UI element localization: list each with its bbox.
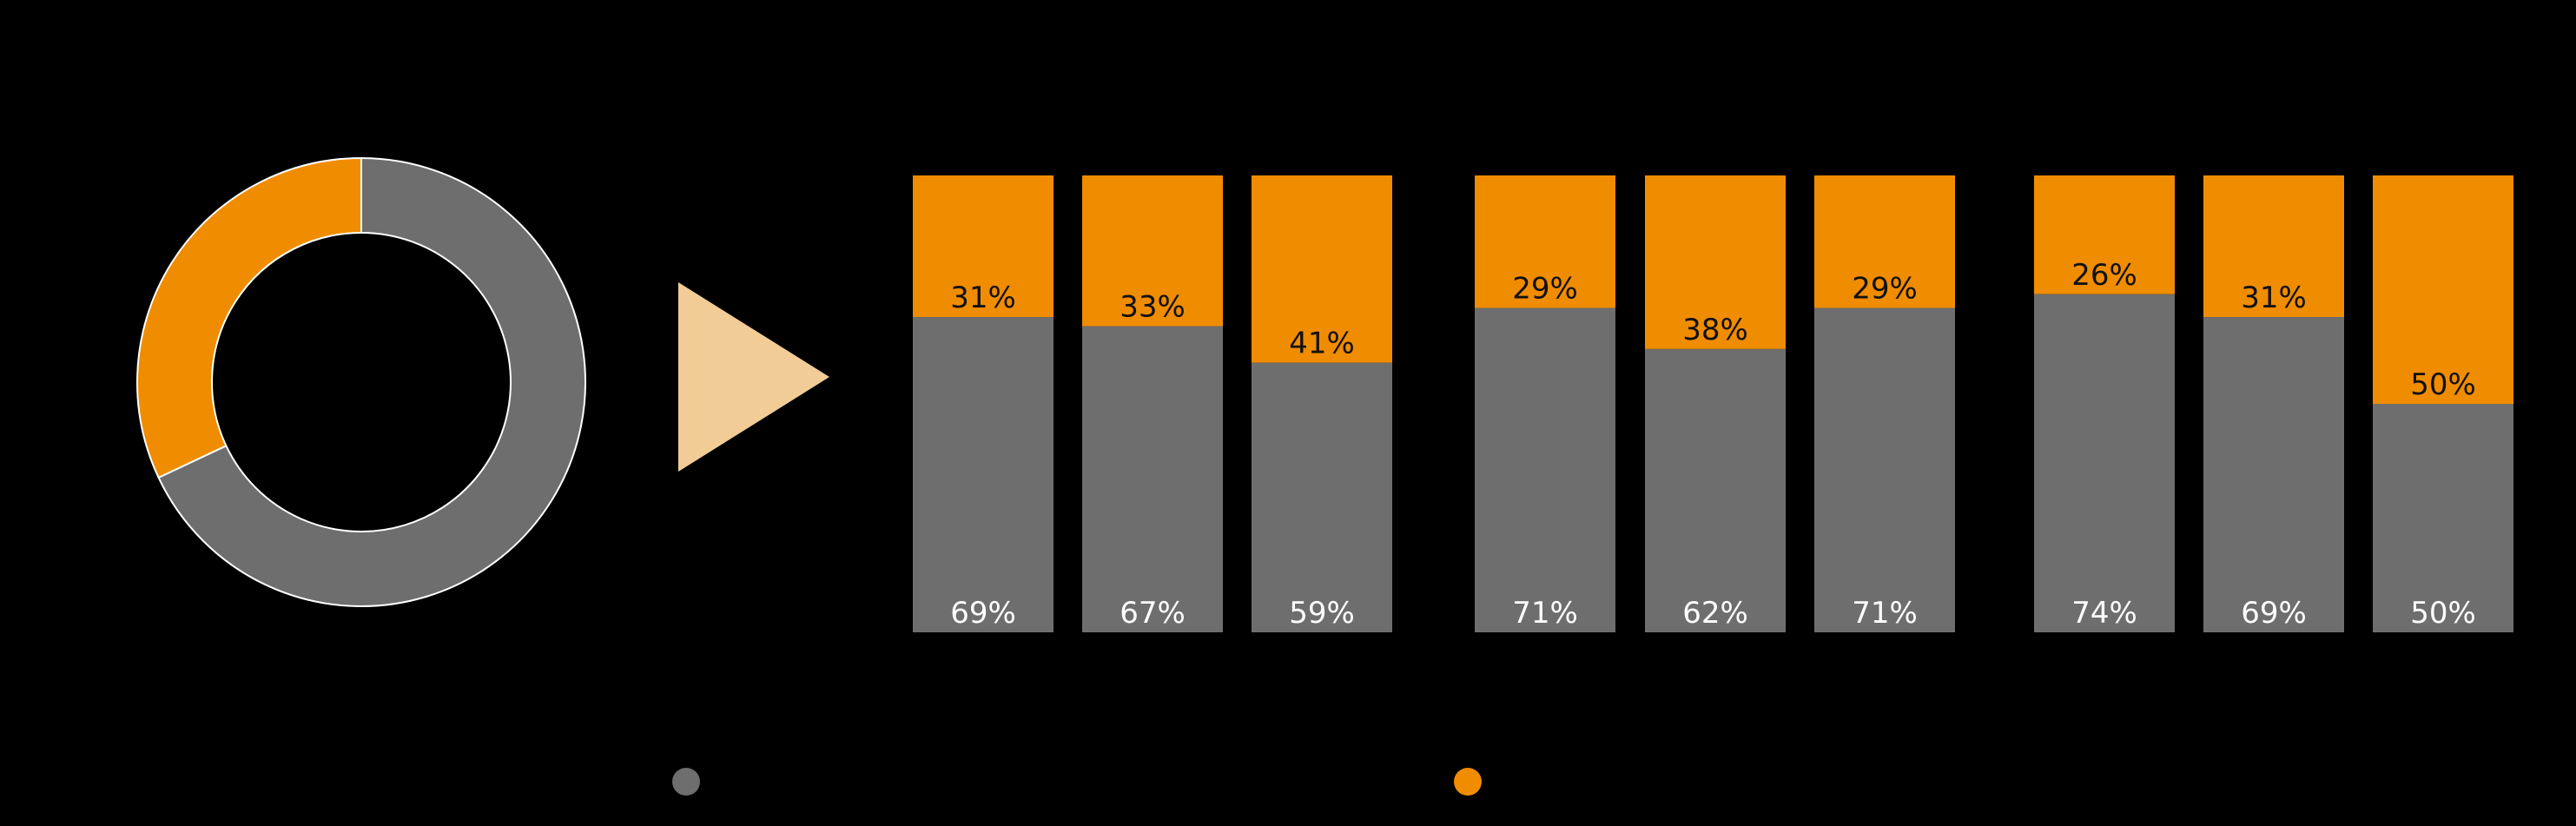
bar-label-gray: 67% (1120, 596, 1186, 631)
donut-slice-1 (136, 156, 362, 479)
bar-segment-gray (1475, 307, 1615, 632)
bar-6: 26% 74% (2034, 175, 2175, 632)
bar-segment-orange (1252, 175, 1392, 363)
bar-label-gray: 59% (1289, 596, 1355, 631)
bar-segment-gray (1814, 307, 1955, 632)
bar-7: 31% 69% (2203, 175, 2344, 632)
legend-marker-1 (1454, 768, 1482, 796)
bar-label-orange: 50% (2410, 367, 2476, 402)
bar-label-orange: 33% (1120, 290, 1186, 325)
bar-segment-gray (2203, 317, 2344, 632)
bar-segment-orange (1082, 175, 1223, 327)
bar-segment-orange (1475, 175, 1615, 308)
bar-segment-orange (2373, 175, 2513, 404)
bar-segment-orange (2034, 175, 2175, 294)
bar-label-gray: 74% (2071, 596, 2137, 631)
legend-marker-0 (672, 768, 700, 796)
arrow-triangle (678, 282, 829, 472)
bar-segment-gray (1645, 348, 1786, 632)
bar-segment-gray (1082, 326, 1223, 632)
donut-chart (136, 156, 586, 607)
bar-segment-orange (2203, 175, 2344, 318)
bar-5: 29% 71% (1814, 175, 1955, 632)
bar-segment-gray (1252, 362, 1392, 632)
bar-segment-orange (1814, 175, 1955, 308)
bar-label-gray: 69% (2241, 596, 2307, 631)
bar-segment-gray (2373, 404, 2513, 632)
bar-label-orange: 29% (1512, 272, 1578, 307)
bar-label-orange: 31% (2241, 281, 2307, 315)
bar-3: 29% 71% (1475, 175, 1615, 632)
bar-label-gray: 71% (1512, 596, 1578, 631)
bar-segment-orange (913, 175, 1054, 318)
donut-slice-0 (157, 156, 586, 607)
bar-1: 33% 67% (1082, 175, 1223, 632)
bar-8: 50% 50% (2373, 175, 2513, 632)
bar-label-orange: 31% (950, 281, 1016, 315)
bar-label-gray: 62% (1682, 596, 1748, 631)
bar-segment-gray (2034, 294, 2175, 632)
bar-0: 31% 69% (913, 175, 1054, 632)
bar-segment-orange (1645, 175, 1786, 349)
bar-label-orange: 38% (1682, 313, 1748, 347)
bar-2: 41% 59% (1252, 175, 1392, 632)
stacked-bar-chart: 31% 69% 33% 67% 41% 59% 29% 71% 38% 62% 29% 71% 26% 7… (913, 175, 2513, 632)
bar-label-gray: 50% (2410, 596, 2476, 631)
arrow-group (678, 282, 829, 472)
bar-label-orange: 41% (1289, 327, 1355, 361)
bar-segment-gray (913, 317, 1054, 632)
bar-4: 38% 62% (1645, 175, 1786, 632)
bar-label-gray: 69% (950, 596, 1016, 631)
bar-label-orange: 26% (2071, 258, 2137, 293)
legend (672, 768, 1482, 796)
bar-label-orange: 29% (1852, 272, 1918, 307)
bar-label-gray: 71% (1852, 596, 1918, 631)
